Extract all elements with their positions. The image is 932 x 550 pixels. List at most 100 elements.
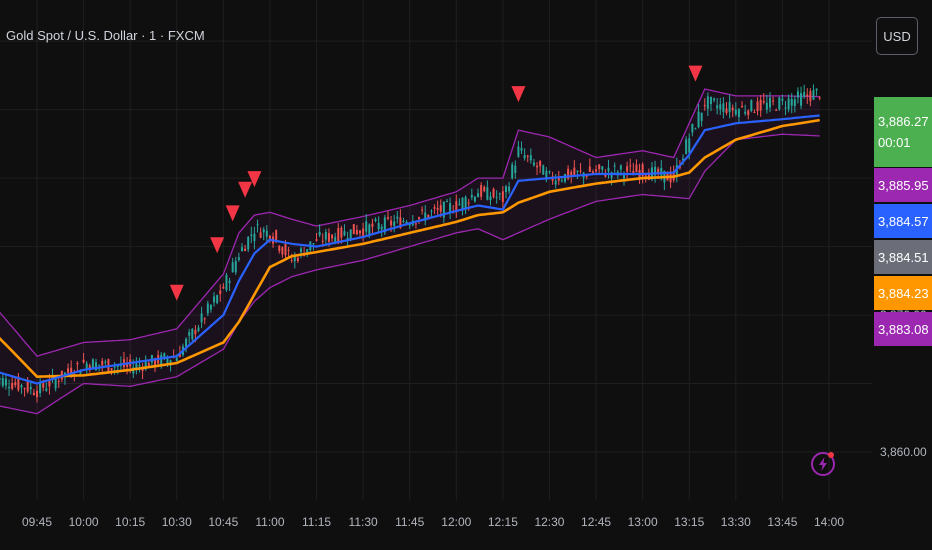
candle-body bbox=[85, 363, 88, 370]
candle-body bbox=[48, 380, 51, 387]
candle-body bbox=[511, 164, 514, 179]
candle-body bbox=[98, 364, 101, 366]
candle-body bbox=[225, 274, 228, 291]
indicator-lines bbox=[0, 114, 820, 385]
candle-body bbox=[719, 104, 722, 110]
candle-body bbox=[585, 175, 588, 177]
candle-body bbox=[548, 171, 551, 173]
candle-body bbox=[753, 111, 756, 113]
candle-body bbox=[635, 164, 638, 172]
candle-body bbox=[536, 165, 539, 168]
candle-body bbox=[1, 377, 4, 386]
candle-body bbox=[418, 217, 421, 220]
candle-body bbox=[265, 230, 268, 237]
candle-body bbox=[694, 128, 697, 130]
candle-body bbox=[203, 318, 206, 320]
candle-body bbox=[402, 220, 405, 222]
candle-body bbox=[147, 363, 150, 368]
price-tag-ema-fast: 3,884.57 bbox=[874, 204, 932, 238]
lightning-icon[interactable] bbox=[810, 451, 836, 477]
candle-body bbox=[154, 359, 157, 367]
candle-body bbox=[32, 392, 35, 395]
sell-signal-marker bbox=[169, 284, 184, 301]
candle-body bbox=[160, 354, 163, 366]
candle-body bbox=[163, 353, 166, 359]
candle-body bbox=[268, 235, 271, 241]
candle-body bbox=[293, 255, 296, 262]
candle-body bbox=[427, 214, 430, 218]
candle-body bbox=[11, 383, 14, 389]
time-axis-label: 14:00 bbox=[814, 515, 844, 529]
candle-body bbox=[445, 201, 448, 203]
candle-body bbox=[256, 224, 259, 226]
candle-body bbox=[4, 378, 7, 386]
candle-body bbox=[464, 197, 467, 210]
candle-body bbox=[778, 97, 781, 110]
candle-body bbox=[206, 303, 209, 314]
candle-body bbox=[14, 382, 17, 386]
candle-body bbox=[290, 260, 293, 262]
candle-body bbox=[768, 97, 771, 108]
candle-body bbox=[442, 201, 445, 218]
price-tag-bb-basis: 3,884.51 bbox=[874, 240, 932, 274]
candle-body bbox=[812, 90, 815, 100]
candle-body bbox=[39, 381, 42, 394]
candle-body bbox=[380, 226, 383, 230]
price-tag-value: 3,883.08 bbox=[878, 321, 929, 337]
candle-body bbox=[45, 388, 48, 391]
candle-body bbox=[0, 378, 1, 380]
time-axis-label: 11:15 bbox=[302, 515, 331, 529]
candle-body bbox=[591, 171, 594, 173]
candle-body bbox=[188, 332, 191, 336]
candle-body bbox=[520, 148, 523, 151]
candle-body bbox=[570, 171, 573, 176]
candle-body bbox=[135, 363, 138, 369]
candle-body bbox=[362, 228, 365, 236]
candle-body bbox=[501, 191, 504, 203]
candle-body bbox=[480, 185, 483, 197]
candle-body bbox=[747, 110, 750, 116]
candle-body bbox=[76, 362, 79, 365]
candle-body bbox=[36, 390, 38, 398]
price-tag-value: 3,884.51 bbox=[878, 249, 929, 265]
candle-body bbox=[399, 217, 402, 228]
candle-body bbox=[483, 187, 486, 192]
candle-body bbox=[449, 202, 452, 212]
candle-body bbox=[377, 222, 380, 230]
candle-body bbox=[604, 174, 607, 177]
candle-body bbox=[815, 88, 818, 91]
sell-signal-marker bbox=[210, 237, 225, 254]
candle-body bbox=[623, 173, 626, 179]
candle-body bbox=[685, 139, 688, 154]
sell-signal-marker bbox=[238, 181, 253, 198]
candle-body bbox=[287, 249, 290, 251]
candle-body bbox=[23, 388, 26, 390]
candle-body bbox=[713, 98, 716, 101]
price-tag-last: 3,886.27 00:01 bbox=[874, 97, 932, 167]
candle-body bbox=[607, 167, 610, 172]
candle-body bbox=[796, 91, 799, 98]
candle-body bbox=[318, 231, 321, 236]
time-axis-label: 13:15 bbox=[674, 515, 704, 529]
candle-body bbox=[654, 166, 657, 176]
candle-body bbox=[70, 367, 73, 376]
candle-body bbox=[321, 240, 324, 242]
time-axis-label: 12:15 bbox=[488, 515, 518, 529]
candle-body bbox=[82, 359, 85, 363]
candle-body bbox=[809, 91, 812, 102]
candle-body bbox=[312, 243, 315, 245]
time-axis-label: 11:30 bbox=[349, 515, 378, 529]
candle-body bbox=[806, 94, 809, 97]
time-axis[interactable]: 09:45 10:00 10:15 10:30 10:45 11:00 11:15 11:30… bbox=[22, 515, 844, 529]
candle-body bbox=[722, 103, 725, 113]
candle-body bbox=[424, 212, 427, 221]
time-axis-label: 13:45 bbox=[767, 515, 797, 529]
candle-body bbox=[20, 385, 23, 388]
candle-body bbox=[498, 193, 501, 195]
price-tag-value: 3,884.23 bbox=[878, 285, 929, 301]
price-tag-value: 3,884.57 bbox=[878, 213, 929, 229]
candle-body bbox=[613, 165, 616, 167]
candle-body bbox=[458, 203, 461, 205]
currency-button[interactable]: USD bbox=[876, 17, 918, 55]
